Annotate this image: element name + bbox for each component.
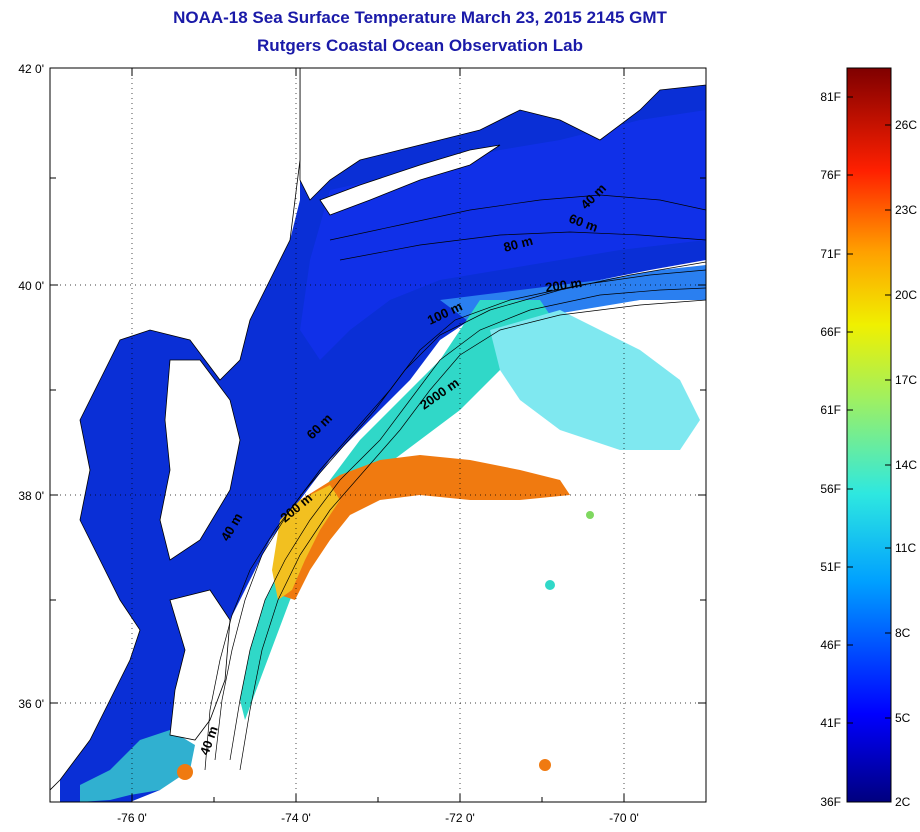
land-outer-banks [169,589,231,741]
colorbar-f-label: 51F [820,560,841,574]
colorbar-c-label: 5C [895,711,911,725]
colorbar-c-label: 8C [895,626,911,640]
sst-patch-small-2 [586,511,594,519]
sst-south-patches [80,730,195,802]
colorbar-c-label: 23C [895,203,917,217]
lat-tick-label: 36 0' [18,697,44,711]
colorbar-ticks [847,96,891,724]
lat-tick-label: 42 0' [18,62,44,76]
sst-warm-spot-2 [539,759,551,771]
contour-label: 200 m [544,275,583,295]
land-new-england [299,68,706,201]
map-title: NOAA-18 Sea Surface Temperature March 23… [173,8,667,27]
lat-tick-label: 40 0' [18,279,44,293]
colorbar-f-label: 61F [820,403,841,417]
sst-gulf-stream-edge [272,485,340,600]
colorbar-f-label: 81F [820,90,841,104]
colorbar-c-label: 26C [895,118,917,132]
colorbar-c-label: 17C [895,373,917,387]
colorbar-c-label: 20C [895,288,917,302]
sst-gulf-stream [280,455,570,600]
colorbar-f-label: 46F [820,638,841,652]
colorbar-f-label: 66F [820,325,841,339]
colorbar-f-label: 71F [820,247,841,261]
land-delmarva [159,359,241,561]
contour-label: 80 m [502,233,535,255]
colorbar-f-label: 41F [820,716,841,730]
sst-patch-small [545,580,555,590]
map-ticks [50,68,706,802]
colorbar-f-label: 76F [820,168,841,182]
lon-tick-label: -72 0' [445,811,475,825]
lon-tick-label: -76 0' [117,811,147,825]
colorbar-c-label: 11C [895,541,916,555]
colorbar [846,67,892,803]
colorbar-c-label: 2C [895,795,911,809]
sst-warm-spot [177,764,193,780]
colorbar-c-label: 14C [895,458,917,472]
bathymetry-contours [204,194,706,771]
land-mid-atlantic [50,68,301,791]
sst-offshore-patches [490,310,700,450]
land-long-island [319,144,501,216]
colorbar-f-label: 36F [820,795,841,809]
map-subtitle: Rutgers Coastal Ocean Observation Lab [257,36,583,55]
colorbar-f-label: 56F [820,482,841,496]
lon-tick-label: -70 0' [609,811,639,825]
sst-map [50,68,706,802]
lon-tick-label: -74 0' [281,811,311,825]
lat-tick-label: 38 0' [18,489,44,503]
